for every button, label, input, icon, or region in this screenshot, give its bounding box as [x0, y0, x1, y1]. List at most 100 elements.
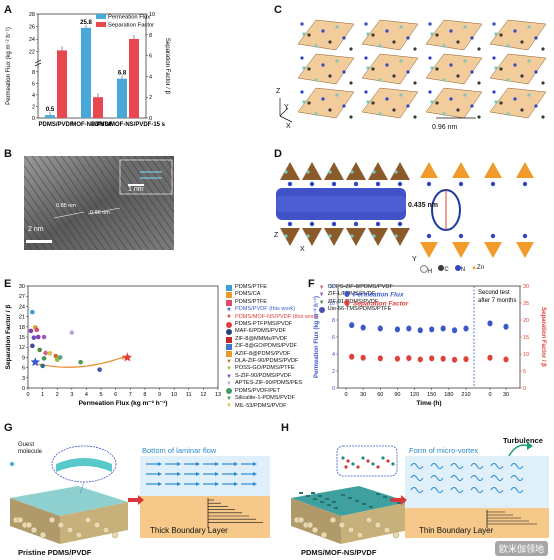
data-point: [37, 347, 42, 353]
panel-label: D: [274, 148, 282, 160]
legend-label: PDMS/CA: [235, 291, 261, 298]
axis-arrow: [279, 107, 289, 117]
atom: [477, 115, 481, 119]
atom: [364, 22, 368, 26]
micro-vortex: [450, 487, 464, 493]
framework-slab: [361, 53, 419, 85]
axis-label: Z: [276, 88, 281, 95]
data-point: [377, 355, 383, 362]
panel-g: G Guest molecule Bottom of laminar flow …: [0, 420, 277, 560]
data-point: [360, 324, 366, 331]
flow-arrow-head: [234, 482, 238, 486]
data-point: [28, 328, 34, 334]
category-label: MOF-NS/PVDF: [71, 122, 113, 128]
legend-item: ▼ ZIF-91/PDMS/PVDF: [319, 299, 393, 306]
data-point: [34, 327, 40, 333]
annotation: after 7 months: [478, 298, 516, 304]
micro-vortex: [510, 487, 524, 493]
zn-tetrahedron: [280, 228, 300, 246]
atom: [385, 63, 389, 67]
panel-label: A: [4, 4, 12, 16]
data-point: [463, 356, 469, 363]
data-point: [463, 325, 469, 332]
zn-tetrahedron: [516, 162, 534, 178]
atom: [499, 101, 503, 105]
flow-arrow-head: [158, 482, 162, 486]
inset-particle: [356, 465, 360, 469]
legend-item: Uio-66-TMS/PDMS/PTFE: [318, 306, 393, 313]
atom: [397, 181, 403, 187]
process-arrow: [391, 495, 407, 505]
legend-label: Silicalite-1-PDMS/PVDF: [235, 395, 295, 402]
legend-marker: [226, 388, 232, 395]
atom: [494, 66, 498, 70]
legend-item: ▼ DLA-ZIF-90/PDMS/PVDF: [226, 358, 319, 365]
mof-nanosheet: [325, 498, 329, 500]
atom: [350, 170, 354, 174]
legend-label: PDMS/MOF-NS/PVDF (this work): [235, 313, 319, 320]
support-pore: [320, 531, 328, 539]
axis-arrow: [279, 115, 293, 123]
bar-chart-a: 024682224262802468100.5PDMS/PVDF25.8MOF-…: [6, 12, 170, 128]
atom: [449, 29, 453, 33]
inset-particle: [361, 456, 365, 460]
atom: [371, 101, 375, 105]
mof-nanosheet: [318, 495, 322, 497]
zn-tetrahedron: [452, 242, 470, 258]
flow-arrow-head: [177, 482, 181, 486]
pore-structure-image: [276, 162, 534, 258]
data-label: 25.8: [80, 20, 92, 26]
bar-separation-factor: [93, 97, 103, 118]
atom: [300, 90, 304, 94]
atom: [302, 32, 306, 36]
tick-label: 22: [29, 50, 35, 56]
micro-vortex: [490, 463, 504, 469]
mof-nanosheet: [332, 501, 336, 503]
inset-surface: [56, 458, 112, 472]
data-point: [394, 326, 401, 333]
legend-marker: ▼: [226, 403, 232, 410]
legend-item: ▼ APTES-ZIF-90/PDMS/PES: [226, 380, 319, 387]
atom: [385, 97, 389, 101]
membrane-caption: PDMS/MOF-NS/PVDF: [301, 548, 377, 557]
atom: [541, 115, 545, 119]
data-point: [451, 327, 458, 334]
micro-vortex: [490, 475, 504, 481]
data-point: [440, 325, 446, 332]
legend-label: PDMS-PTFPMS/PVDF: [235, 321, 293, 328]
legend-item: PDMS/CA: [226, 291, 319, 299]
legend-label: DLA-ZIF-90/PDMS/PVDF: [235, 358, 299, 365]
atom: [399, 59, 403, 63]
atom: [372, 234, 376, 238]
micro-vortex: [410, 463, 424, 469]
flow-arrow-head: [158, 462, 162, 466]
atom: [477, 81, 481, 85]
atom: [520, 74, 524, 78]
atom: [430, 66, 434, 70]
legend-label: Separation Factor: [108, 23, 154, 29]
atom: [287, 221, 293, 227]
panel-label: H: [281, 422, 289, 434]
tick-label: 6: [114, 392, 117, 398]
tick-label: 10: [149, 12, 155, 18]
tick-label: 6: [32, 81, 35, 87]
guest-molecule-dot: [10, 462, 14, 466]
atom: [314, 44, 318, 48]
atom: [406, 104, 410, 108]
framework-slab: [297, 19, 355, 51]
tick-label: 6: [22, 366, 25, 372]
legend-label: MAF-6/PDMS/PVDF: [235, 328, 286, 335]
atom: [492, 90, 496, 94]
tick-label: 26: [29, 25, 35, 31]
legend-marker: ▼: [318, 292, 325, 299]
mof-nanosheet: [376, 493, 380, 495]
atom: [499, 67, 503, 71]
atom: [371, 33, 375, 37]
tick-label: 9: [158, 392, 161, 398]
tick-label: 0: [22, 386, 25, 392]
atom: [328, 108, 332, 112]
legend-label: PDMS/PTFE: [235, 284, 268, 290]
legend-label: Separation Factor: [353, 301, 409, 308]
mof-nanosheet: [341, 494, 345, 496]
inset-particle: [341, 456, 345, 460]
